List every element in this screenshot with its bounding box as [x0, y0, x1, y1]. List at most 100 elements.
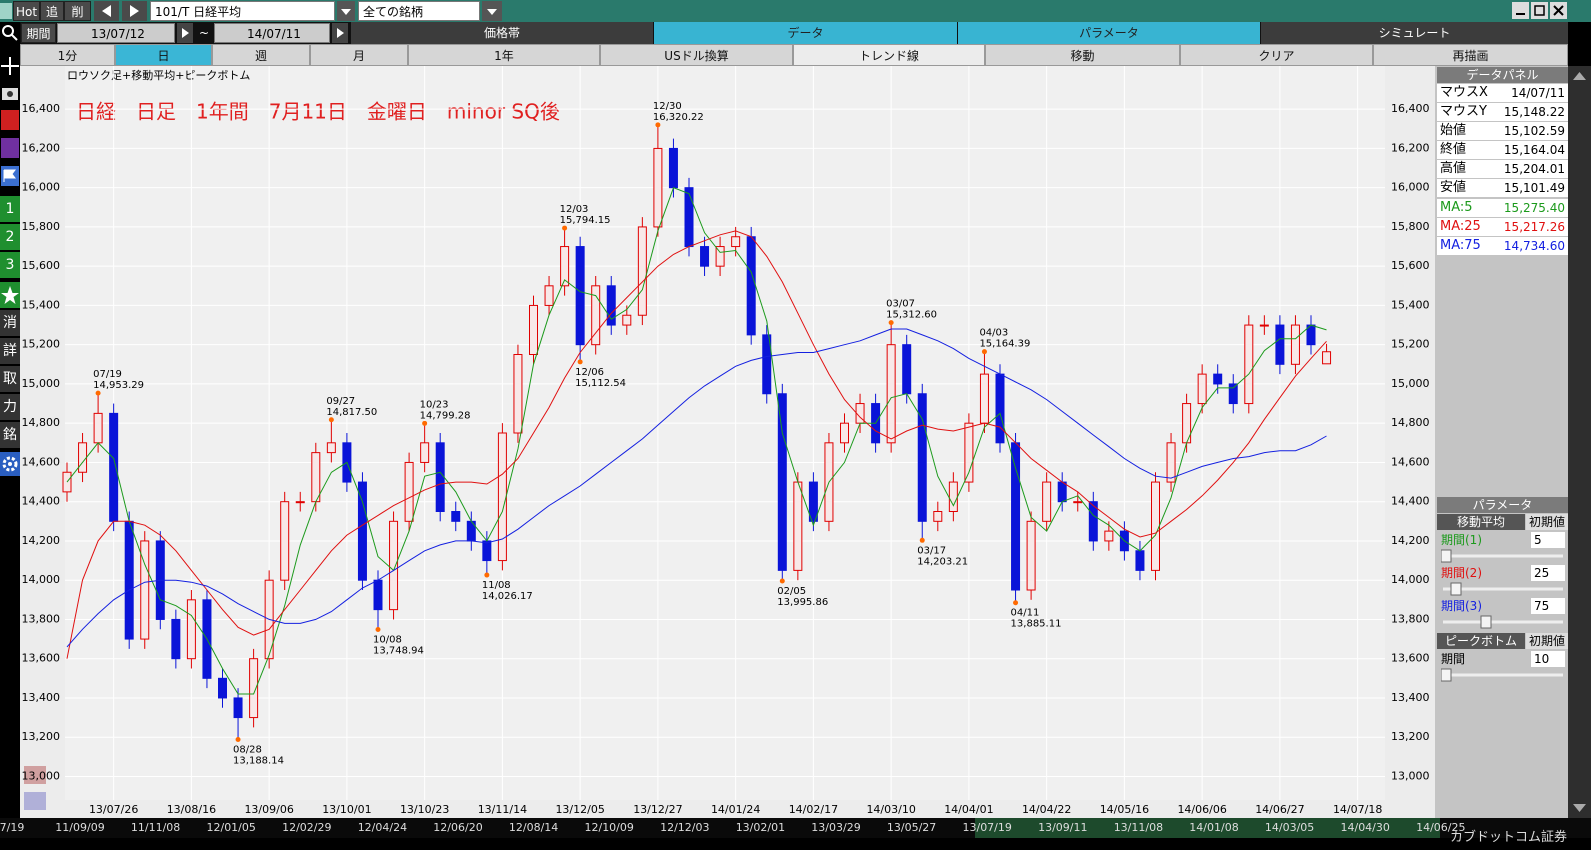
x-tick-label: 14/05/16: [1100, 803, 1149, 816]
y-tick-label: 13,600: [1391, 652, 1430, 665]
slider[interactable]: [1441, 582, 1565, 596]
sidebar-item[interactable]: 銘: [0, 422, 20, 448]
param-value[interactable]: 75: [1531, 598, 1565, 614]
slider[interactable]: [1441, 668, 1565, 682]
x-tick-label: 14/02/17: [789, 803, 838, 816]
sidebar-item[interactable]: 力: [0, 394, 20, 420]
slider[interactable]: [1441, 549, 1565, 563]
sidebar-item[interactable]: 3: [0, 252, 20, 278]
window-buttons[interactable]: [1512, 2, 1568, 20]
slider[interactable]: [1441, 615, 1565, 629]
candle-body: [497, 432, 507, 562]
candle-body: [1290, 324, 1300, 365]
nav-arrows[interactable]: [94, 1, 148, 21]
candle-body: [933, 511, 943, 522]
peak-bottom-marker: [95, 390, 101, 396]
param-value[interactable]: 10: [1531, 651, 1565, 667]
candle-body: [1073, 501, 1083, 504]
y-tick-label: 15,600: [22, 259, 61, 272]
candle-body: [731, 236, 741, 248]
y-tick-label: 16,200: [22, 141, 61, 154]
y-tick-label: 14,600: [22, 455, 61, 468]
arrow[interactable]: [332, 23, 348, 43]
y-tick-label: 14,800: [22, 416, 61, 429]
symbol-input[interactable]: 101/T 日経平均: [150, 1, 335, 21]
reset-button[interactable]: 初期値: [1526, 633, 1568, 649]
sidebar-item[interactable]: 2: [0, 224, 20, 250]
param-value[interactable]: 25: [1531, 565, 1565, 581]
peak-bottom-marker: [779, 578, 785, 584]
add-button[interactable]: 追: [40, 1, 64, 21]
candle-body: [140, 540, 150, 640]
annotation-date: 03/07: [886, 299, 915, 310]
scroller-label: 7/19: [0, 821, 25, 834]
tab[interactable]: パラメータ: [957, 22, 1260, 44]
annotation-date: 10/08: [373, 634, 402, 645]
scrollbar[interactable]: [1568, 66, 1591, 818]
range-button[interactable]: 月: [310, 44, 408, 66]
peak-bottom-marker: [577, 359, 583, 365]
tab[interactable]: 価格帯: [350, 22, 653, 44]
sidebar-item[interactable]: 消: [0, 310, 20, 336]
time-scroller[interactable]: 7/19 11/09/09 11/11/08 12/01/05 12/02/29 12/0…: [0, 818, 1591, 838]
candle-body: [544, 285, 554, 306]
candle-body: [1042, 481, 1052, 522]
star-icon[interactable]: [0, 282, 20, 308]
range-button[interactable]: 週: [212, 44, 310, 66]
settings-icon[interactable]: [0, 452, 20, 476]
to-date[interactable]: 14/07/11: [214, 23, 330, 43]
y-tick-label: 16,000: [1391, 181, 1430, 194]
arrow[interactable]: [177, 23, 193, 43]
tool-button[interactable]: USドル換算: [600, 44, 793, 66]
y-tick-label: 13,200: [22, 730, 61, 743]
candle-body: [1088, 501, 1098, 542]
plot-area: [65, 66, 1385, 800]
candle-body: [746, 236, 756, 336]
range-button[interactable]: 日: [115, 44, 212, 66]
dropdown[interactable]: [337, 1, 355, 21]
scroller-label: 11/11/08: [130, 821, 181, 834]
tab[interactable]: データ: [653, 22, 957, 44]
sidebar-icons[interactable]: [0, 22, 20, 280]
candle-body: [280, 501, 290, 581]
range-button[interactable]: 1年: [408, 44, 600, 66]
tool-button[interactable]: クリア: [1180, 44, 1373, 66]
filter-input[interactable]: 全ての銘柄: [358, 1, 480, 21]
tool-icon[interactable]: [24, 766, 46, 784]
hot-button[interactable]: Hot: [13, 1, 40, 21]
from-date[interactable]: 13/07/12: [57, 23, 175, 43]
candle-body: [1135, 550, 1145, 571]
y-tick-label: 16,400: [1391, 102, 1430, 115]
dropdown[interactable]: [482, 1, 502, 21]
param-value[interactable]: 5: [1531, 532, 1565, 548]
tool-button[interactable]: トレンド線: [793, 44, 985, 66]
candle-body: [917, 393, 927, 522]
panel-label: 安値: [1437, 179, 1513, 197]
sidebar-item[interactable]: 詳: [0, 338, 20, 364]
tool-button[interactable]: 移動: [985, 44, 1180, 66]
sidebar-item[interactable]: 1: [0, 196, 20, 222]
candle-body: [186, 599, 196, 660]
candle-body: [964, 422, 974, 483]
peak-bottom-marker: [484, 572, 490, 578]
peak-bottom-marker: [562, 225, 568, 231]
candle-body: [1011, 442, 1021, 591]
tool-button[interactable]: 再描画: [1373, 44, 1568, 66]
x-tick-label: 14/04/01: [944, 803, 993, 816]
y-tick-label: 15,200: [1391, 338, 1430, 351]
reset-button[interactable]: 初期値: [1526, 514, 1568, 530]
candle-body: [404, 461, 414, 522]
annotation-value: 14,026.17: [482, 591, 533, 602]
panel-label: 始値: [1437, 122, 1513, 140]
sidebar-item[interactable]: 取: [0, 366, 20, 392]
annotation-date: 03/17: [917, 545, 946, 556]
ma-line: [66, 187, 1327, 695]
peak-bottom-marker: [1013, 600, 1019, 606]
annotation-date: 07/19: [93, 369, 122, 380]
candle-body: [622, 314, 632, 326]
range-button[interactable]: 1分: [20, 44, 115, 66]
tab[interactable]: シミュレート: [1260, 22, 1568, 44]
delete-button[interactable]: 削: [64, 1, 91, 21]
tool-icon[interactable]: [24, 792, 46, 810]
